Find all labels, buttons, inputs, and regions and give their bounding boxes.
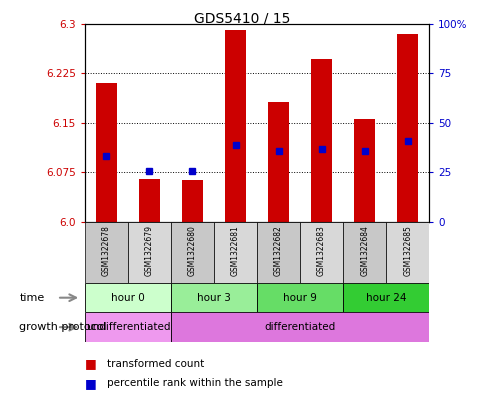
Text: GSM1322683: GSM1322683 [317, 225, 325, 276]
Bar [310, 59, 332, 222]
Bar [385, 222, 428, 283]
Bar [396, 33, 418, 222]
Text: GSM1322679: GSM1322679 [145, 225, 153, 276]
Text: GSM1322684: GSM1322684 [360, 225, 368, 276]
Text: undifferentiated: undifferentiated [86, 322, 170, 332]
Text: GSM1322680: GSM1322680 [188, 225, 197, 276]
Text: growth protocol: growth protocol [19, 322, 107, 332]
Text: ■: ■ [85, 376, 96, 390]
Bar [257, 222, 300, 283]
Bar [128, 222, 170, 283]
Bar [85, 312, 170, 342]
Bar [213, 222, 257, 283]
Bar [353, 119, 375, 222]
Bar [267, 102, 289, 222]
Text: percentile rank within the sample: percentile rank within the sample [106, 378, 282, 388]
Text: hour 3: hour 3 [197, 293, 230, 303]
Text: ■: ■ [85, 357, 96, 370]
Text: GSM1322682: GSM1322682 [273, 225, 283, 276]
Text: hour 24: hour 24 [365, 293, 406, 303]
Text: differentiated: differentiated [264, 322, 335, 332]
Bar [343, 283, 428, 312]
Bar [138, 179, 160, 222]
Text: GSM1322685: GSM1322685 [402, 225, 411, 276]
Text: transformed count: transformed count [106, 358, 204, 369]
Text: GSM1322678: GSM1322678 [102, 225, 111, 276]
Bar [170, 312, 428, 342]
Bar [95, 83, 117, 222]
Text: hour 0: hour 0 [111, 293, 145, 303]
Text: GDS5410 / 15: GDS5410 / 15 [194, 12, 290, 26]
Text: hour 9: hour 9 [283, 293, 317, 303]
Bar [170, 222, 213, 283]
Bar [182, 180, 203, 222]
Bar [257, 283, 342, 312]
Bar [342, 222, 385, 283]
Bar [224, 30, 246, 222]
Text: time: time [19, 293, 45, 303]
Bar [170, 283, 257, 312]
Bar [85, 222, 128, 283]
Bar [300, 222, 342, 283]
Bar [85, 283, 170, 312]
Text: GSM1322681: GSM1322681 [230, 225, 240, 276]
